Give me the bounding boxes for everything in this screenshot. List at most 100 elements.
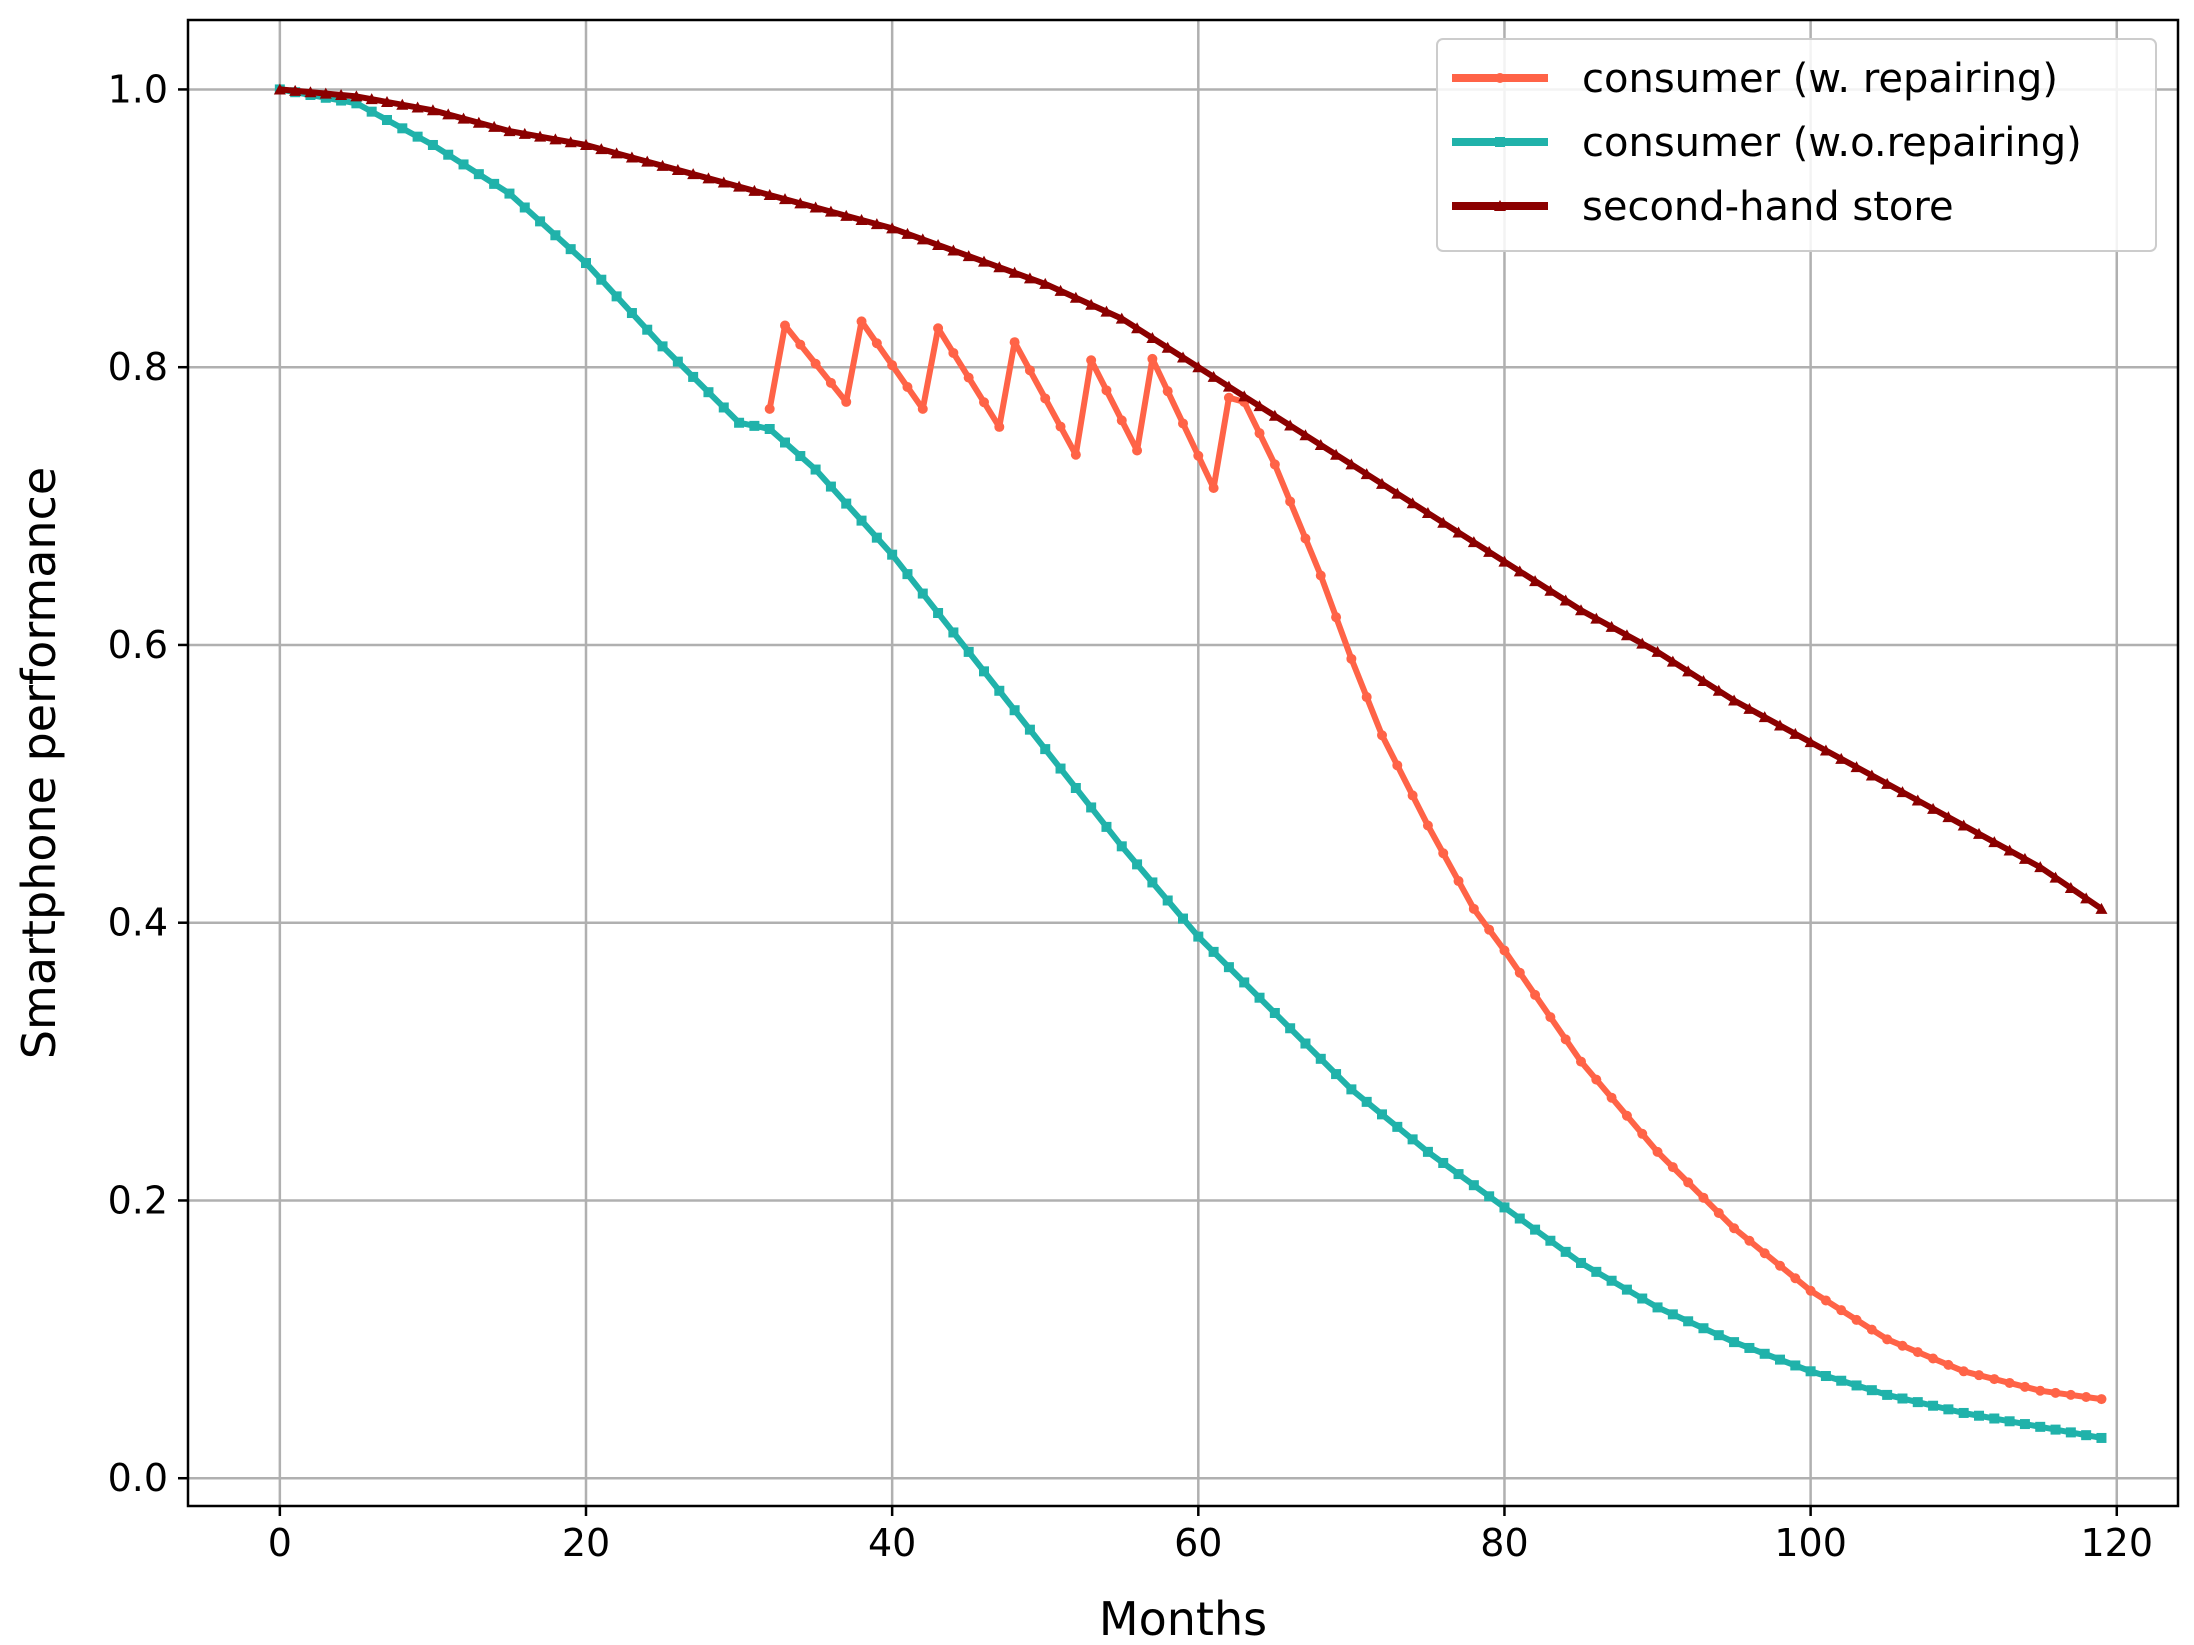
data-point	[595, 143, 608, 155]
data-point	[1483, 545, 1496, 557]
data-point	[1284, 419, 1297, 431]
data-point	[1974, 1410, 1984, 1421]
data-point	[565, 244, 576, 255]
series-1	[274, 84, 2107, 1443]
data-point	[381, 95, 393, 107]
data-point	[1299, 429, 1312, 441]
data-point	[1314, 438, 1327, 450]
data-point	[1024, 365, 1035, 376]
data-point	[979, 666, 989, 677]
data-point	[610, 147, 623, 159]
data-point	[2081, 1391, 2092, 1402]
data-point	[2019, 1381, 2030, 1392]
data-point	[1850, 761, 1863, 773]
data-point	[1606, 1275, 1617, 1286]
data-point	[1575, 604, 1587, 616]
data-point	[1637, 1293, 1648, 1304]
data-point	[780, 320, 790, 331]
data-point	[825, 481, 836, 492]
x-tick-label: 120	[2081, 1521, 2154, 1565]
data-point	[1407, 790, 1418, 801]
data-point	[2034, 861, 2047, 873]
x-tick-label: 40	[868, 1521, 916, 1565]
data-point	[1285, 496, 1296, 507]
data-point	[1115, 312, 1128, 324]
data-point	[887, 549, 898, 560]
data-point	[1453, 1169, 1464, 1180]
data-point	[1100, 305, 1113, 317]
data-point	[273, 83, 286, 95]
data-point	[1407, 1134, 1418, 1145]
data-point	[1101, 385, 1112, 396]
data-point	[810, 358, 821, 369]
data-point	[1391, 487, 1404, 499]
data-point	[1315, 1053, 1326, 1064]
data-point	[1162, 895, 1173, 906]
x-tick-label: 80	[1480, 1521, 1528, 1565]
data-point	[795, 451, 806, 462]
data-point	[1008, 266, 1021, 278]
data-point	[1989, 1413, 2000, 1424]
data-point	[1744, 1342, 1755, 1353]
data-point	[1070, 449, 1081, 460]
data-point	[2019, 1419, 2030, 1430]
data-point	[1177, 351, 1189, 363]
data-point	[1254, 428, 1265, 439]
data-point	[933, 608, 944, 619]
legend-marker	[1495, 137, 1505, 147]
data-point	[1958, 1366, 1969, 1377]
data-point	[1315, 570, 1326, 581]
data-point	[2035, 1385, 2046, 1396]
data-point	[1911, 794, 1924, 806]
data-point	[1897, 1340, 1908, 1351]
data-point	[518, 127, 531, 139]
data-point	[2035, 1421, 2046, 1432]
data-point	[1192, 361, 1205, 373]
y-tick-label: 0.2	[108, 1178, 168, 1222]
data-point	[1055, 421, 1066, 432]
data-point	[1927, 802, 1940, 814]
data-point	[809, 201, 822, 213]
x-tick-label: 100	[1774, 1521, 1847, 1565]
data-point	[1652, 1146, 1663, 1157]
data-point	[1759, 1248, 1770, 1259]
data-point	[1193, 450, 1204, 461]
legend-label: consumer (w. repairing)	[1582, 56, 2058, 102]
data-point	[1086, 802, 1097, 813]
data-point	[671, 163, 684, 175]
data-point	[1544, 584, 1557, 596]
data-point	[1147, 877, 1158, 888]
data-point	[840, 209, 853, 221]
data-point	[1009, 337, 1020, 348]
data-point	[779, 193, 791, 205]
data-point	[1530, 989, 1541, 1000]
data-point	[1207, 370, 1220, 382]
data-point	[1467, 536, 1480, 548]
legend-label: second-hand store	[1582, 184, 1954, 230]
data-point	[1101, 821, 1112, 832]
data-point	[1560, 1034, 1571, 1045]
data-point	[1023, 272, 1036, 284]
data-point	[824, 205, 837, 217]
legend-label: consumer (w.o.repairing)	[1582, 120, 2082, 166]
legend-entries: consumer (w. repairing) consumer (w.o.rep…	[1452, 56, 2082, 230]
series-lines	[273, 83, 2108, 1443]
data-point	[1545, 1012, 1556, 1023]
data-point	[764, 423, 775, 434]
data-point	[1300, 1038, 1311, 1049]
data-point	[962, 250, 975, 262]
data-point	[1545, 1235, 1556, 1246]
legend: consumer (w. repairing) consumer (w.o.rep…	[1436, 38, 2157, 252]
data-point	[1285, 1023, 1296, 1034]
data-point	[504, 188, 515, 199]
data-point	[412, 131, 423, 142]
data-point	[1162, 386, 1173, 397]
data-point	[1040, 393, 1051, 404]
data-point	[2065, 1389, 2076, 1400]
data-point	[426, 104, 439, 116]
data-point	[1300, 533, 1311, 544]
legend-entry: consumer (w.o.repairing)	[1452, 120, 2082, 166]
data-point	[871, 338, 882, 349]
data-point	[1499, 945, 1510, 956]
